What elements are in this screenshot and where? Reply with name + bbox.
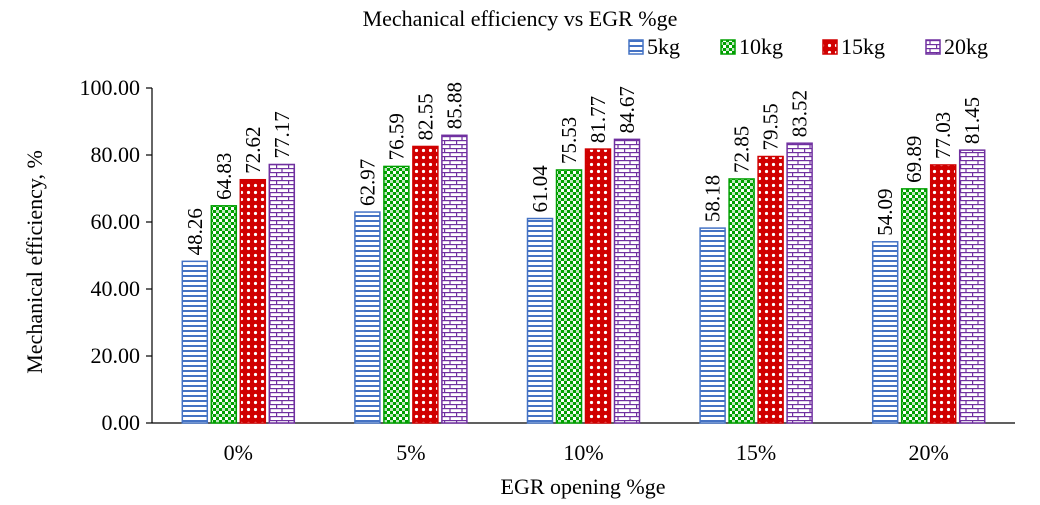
legend: 5kg 10kg 15kg 20kg (628, 34, 988, 59)
bars (181, 134, 986, 424)
data-label: 79.55 (759, 103, 783, 150)
data-label: 61.04 (528, 165, 552, 213)
legend-label-15kg: 15kg (841, 34, 885, 59)
data-label: 75.53 (557, 117, 581, 164)
chart-title: Mechanical efficiency vs EGR %ge (363, 6, 678, 31)
x-tick-label: 0% (224, 440, 253, 465)
legend-swatch-15kg (822, 39, 838, 55)
bar-15kg-5% (412, 145, 439, 424)
data-label: 81.77 (586, 96, 610, 143)
data-label: 64.83 (212, 153, 236, 200)
legend-swatch-20kg (925, 39, 941, 55)
data-label: 54.09 (873, 189, 897, 236)
y-axis: 0.00 20.00 40.00 60.00 80.00 100.00 (80, 75, 153, 435)
legend-swatch-5kg (628, 39, 644, 55)
legend-label-5kg: 5kg (647, 34, 680, 59)
bar-5kg-5% (354, 211, 381, 424)
legend-label-10kg: 10kg (739, 34, 783, 59)
data-label: 85.88 (442, 82, 466, 129)
x-tick-label: 20% (909, 440, 949, 465)
y-tick-label: 0.00 (102, 410, 141, 435)
bar-15kg-0% (239, 178, 267, 424)
bar-20kg-10% (613, 138, 641, 424)
data-label: 62.97 (355, 159, 379, 206)
bar-20kg-15% (786, 142, 813, 424)
bar-20kg-5% (441, 134, 468, 424)
data-label: 72.62 (241, 126, 265, 173)
y-tick-label: 80.00 (91, 142, 141, 167)
data-label: 76.59 (384, 113, 408, 160)
bar-15kg-10% (584, 148, 612, 424)
data-label: 83.52 (788, 90, 812, 137)
bar-5kg-0% (181, 260, 209, 424)
x-tick-label: 5% (396, 440, 425, 465)
x-axis: 0% 5% 10% 15% 20% (152, 422, 1015, 465)
bar-5kg-10% (526, 217, 554, 424)
legend-label-20kg: 20kg (944, 34, 988, 59)
y-tick-label: 20.00 (91, 343, 141, 368)
bar-10kg-10% (555, 169, 583, 424)
data-label: 82.55 (413, 93, 437, 140)
data-label: 77.17 (270, 111, 294, 158)
data-label: 48.26 (183, 208, 207, 255)
y-tick-label: 40.00 (91, 276, 141, 301)
x-tick-label: 10% (563, 440, 603, 465)
bar-20kg-0% (268, 163, 296, 424)
bar-10kg-15% (728, 178, 755, 424)
bar-15kg-20% (929, 164, 957, 424)
legend-swatch-10kg (720, 39, 736, 55)
y-tick-label: 60.00 (91, 209, 141, 234)
bar-10kg-5% (383, 165, 410, 424)
bar-10kg-0% (210, 205, 238, 424)
data-label: 81.45 (960, 97, 984, 144)
bar-5kg-20% (871, 241, 899, 424)
y-axis-label: Mechanical efficiency, % (22, 150, 47, 374)
data-label: 69.89 (902, 136, 926, 183)
data-label: 77.03 (931, 112, 955, 159)
bar-5kg-15% (699, 227, 726, 424)
bar-15kg-15% (757, 155, 784, 424)
data-label: 84.67 (615, 86, 639, 133)
bar-10kg-20% (900, 188, 928, 424)
x-axis-label: EGR opening %ge (501, 474, 666, 499)
x-tick-label: 15% (736, 440, 776, 465)
bar-20kg-20% (958, 149, 986, 424)
y-tick-label: 100.00 (80, 75, 141, 100)
data-label: 58.18 (701, 175, 725, 222)
data-label: 72.85 (730, 126, 754, 173)
